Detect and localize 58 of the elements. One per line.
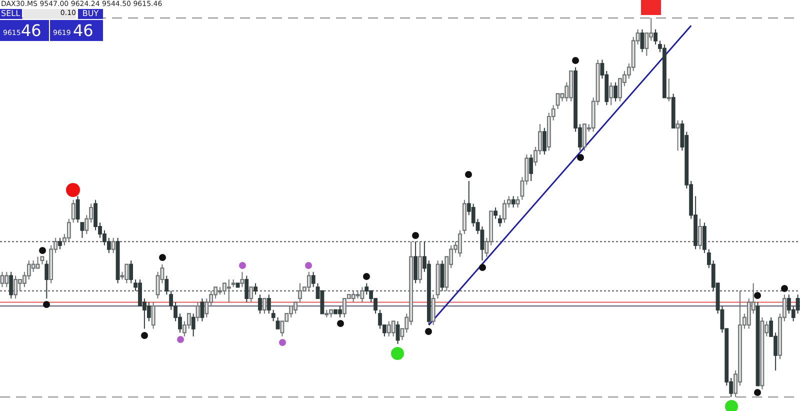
annotation: 46: [73, 21, 94, 40]
candlestick: [44, 260, 49, 299]
candlestick: [756, 302, 760, 386]
candlestick: [111, 237, 116, 254]
candlestick: [276, 316, 280, 330]
candlestick: [511, 196, 516, 208]
candlestick: [631, 36, 636, 72]
candlestick: [124, 264, 129, 284]
candlestick: [191, 313, 196, 337]
annotation: BUY: [78, 9, 103, 19]
candlestick: [58, 237, 62, 250]
candlestick: [396, 320, 400, 344]
annotation: 46: [21, 21, 42, 40]
candlestick: [654, 28, 658, 46]
candlestick: [556, 93, 560, 110]
candlestick: [391, 320, 396, 337]
candlestick: [494, 207, 498, 220]
candlestick: [796, 294, 800, 314]
candlestick: [640, 28, 644, 53]
candlestick: [436, 260, 440, 299]
candlestick: [418, 241, 422, 284]
candlestick: [614, 82, 618, 102]
candlestick: [498, 214, 502, 227]
candlestick: [231, 279, 236, 288]
candlestick: [516, 196, 520, 208]
candlestick: [644, 32, 649, 56]
candlestick: [702, 222, 706, 254]
candlestick: [471, 203, 476, 227]
candlestick: [356, 290, 360, 299]
candlestick: [156, 271, 160, 299]
candlestick: [4, 271, 9, 288]
annotation: SELL: [0, 9, 22, 19]
candlestick: [236, 282, 240, 288]
candlestick: [414, 241, 418, 284]
candlestick: [36, 256, 40, 269]
candlestick: [0, 271, 4, 288]
candlestick: [431, 294, 436, 326]
candlestick: [200, 298, 204, 322]
candlestick: [462, 199, 466, 235]
candlestick: [676, 120, 680, 152]
candlestick: [116, 237, 120, 284]
candlestick: [204, 298, 209, 318]
candlestick: [71, 199, 76, 224]
candlestick: [480, 226, 484, 262]
candlestick: [311, 271, 316, 288]
candlestick: [271, 309, 276, 322]
candlestick: [164, 275, 169, 296]
candlestick: [760, 316, 764, 390]
candlestick: [671, 93, 676, 128]
candlestick: [364, 282, 369, 296]
candlestick: [542, 127, 546, 155]
candlestick: [31, 260, 36, 272]
candlestick: [244, 275, 249, 303]
candlestick: [324, 309, 329, 318]
candlestick: [76, 196, 80, 224]
candlestick: [80, 222, 84, 238]
candlestick: [320, 290, 324, 314]
candlestick: [440, 260, 444, 292]
